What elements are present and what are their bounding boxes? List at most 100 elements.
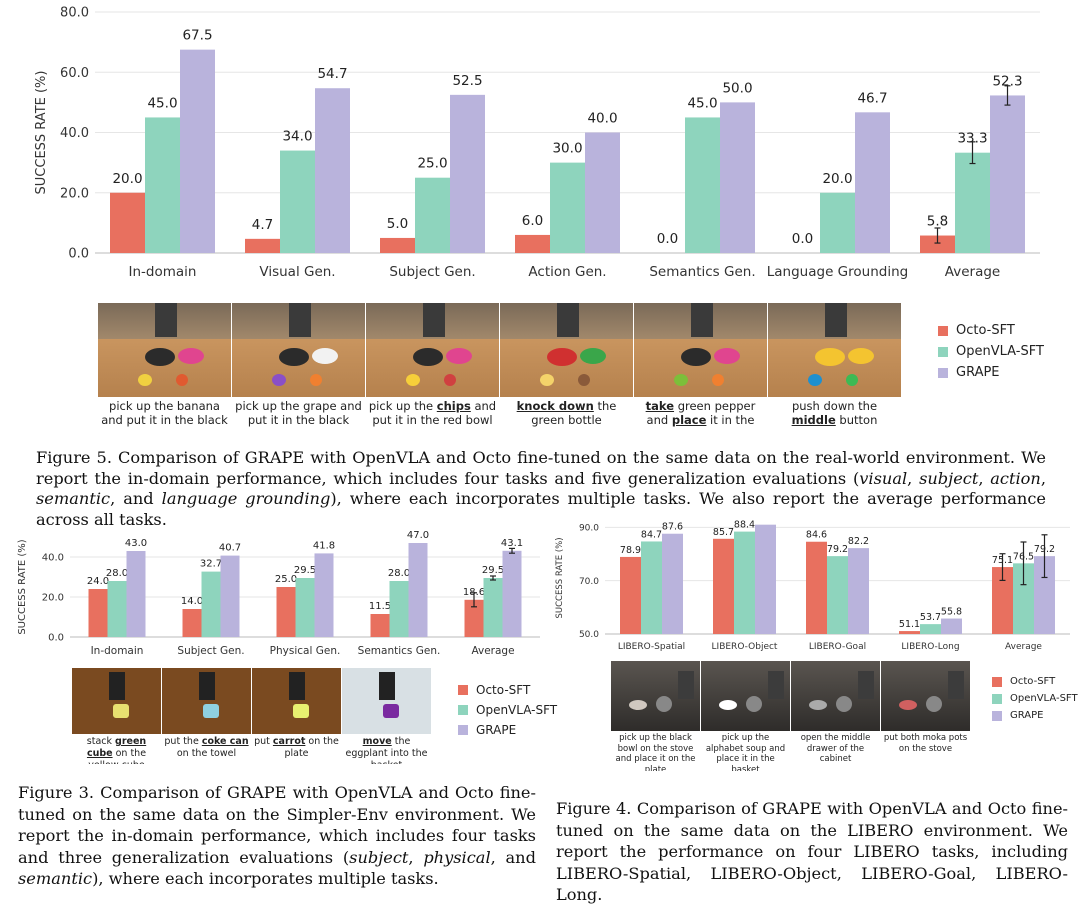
bar-value-label: 87.6 <box>662 522 683 533</box>
task-caption: put the coke can on the towel <box>162 734 251 760</box>
bar-value-label: 55.8 <box>941 607 962 618</box>
legend-swatch <box>938 325 948 336</box>
figure4-photo-strip: pick up the black bowl on the stove and … <box>611 661 971 771</box>
legend-label: GRAPE <box>956 365 1000 380</box>
figure4-legend: Octo-SFT OpenVLA-SFT GRAPE <box>992 676 1078 727</box>
task-caption: pick up the black bowl on the stove and … <box>611 731 700 771</box>
y-tick-label: 80.0 <box>60 6 89 21</box>
bar-value-label: 0.0 <box>657 231 678 247</box>
bar-openvla-sft <box>920 624 941 634</box>
bar-openvla-sft <box>280 150 315 253</box>
bar-value-label: 25.0 <box>417 156 447 172</box>
task-caption-text: pick up the banana and put it in the bla… <box>101 399 228 429</box>
bar-grape <box>755 524 776 634</box>
task-photo-panel: push down the middle button <box>768 303 902 429</box>
legend-label: OpenVLA-SFT <box>1010 693 1078 704</box>
x-tick-label: LIBERO-Spatial <box>618 642 685 652</box>
task-photo <box>768 303 901 397</box>
bar-value-label: 52.5 <box>452 73 482 89</box>
y-axis-label: SUCCESS RATE (%) <box>34 71 49 195</box>
bar-openvla-sft <box>145 117 180 253</box>
figure3-photo-strip: stack green cube on the yellow cubeput t… <box>72 668 434 764</box>
task-photo <box>252 668 341 734</box>
bar-grape <box>662 533 683 634</box>
bar-octo-sft <box>370 614 390 637</box>
legend-item: OpenVLA-SFT <box>938 344 1044 359</box>
bar-octo-sft <box>276 587 296 637</box>
y-tick-label: 20.0 <box>42 593 64 604</box>
task-caption-text: put both moka pots on the stove <box>883 733 968 754</box>
task-caption-keyword: green cube <box>86 736 147 759</box>
legend-label: OpenVLA-SFT <box>956 344 1044 359</box>
x-tick-label: Semantics Gen. <box>358 645 441 657</box>
task-caption: open the middle drawer of the cabinet <box>791 731 880 765</box>
legend-item: Octo-SFT <box>458 683 557 697</box>
task-caption-text: pick up the grape and put it in the blac… <box>235 399 362 429</box>
bar-value-label: 32.7 <box>200 559 222 570</box>
task-caption-keyword: knock down <box>516 399 594 413</box>
x-tick-label: Language Grounding <box>767 264 908 280</box>
x-tick-label: Subject Gen. <box>389 264 475 280</box>
legend-label: Octo-SFT <box>956 323 1015 338</box>
bar-value-label: 79.2 <box>827 544 848 555</box>
task-caption-keyword: place <box>671 413 707 428</box>
bar-octo-sft <box>713 538 734 634</box>
task-caption: move the eggplant into the basket <box>342 734 431 764</box>
x-tick-label: Action Gen. <box>528 264 606 280</box>
figure5-chart: 0.0 20.0 40.0 60.0 80.0 SUCCESS RATE (%) 20.0 4… <box>0 0 1080 290</box>
bar-openvla-sft <box>107 581 127 637</box>
legend-item: GRAPE <box>992 710 1078 721</box>
task-caption-text: on the plate <box>284 736 339 759</box>
task-caption-keyword: take <box>645 399 675 413</box>
task-caption: put carrot on the plate <box>252 734 341 760</box>
x-tick-label: Average <box>471 645 514 657</box>
task-caption-text: put <box>254 736 273 747</box>
bar-octo-sft <box>380 237 415 253</box>
legend-item: GRAPE <box>938 365 1044 380</box>
task-photo-panel: put carrot on the plate <box>252 668 342 764</box>
task-photo <box>611 661 700 731</box>
bar-value-label: 24.0 <box>87 576 109 587</box>
bar-openvla-sft <box>1013 563 1034 634</box>
figure5-legend: Octo-SFT OpenVLA-SFT GRAPE <box>938 323 1044 386</box>
y-tick-label: 20.0 <box>60 186 89 201</box>
task-caption-keyword: chips <box>436 399 471 413</box>
y-tick-label: 40.0 <box>60 126 89 141</box>
bar-value-label: 40.7 <box>219 543 241 554</box>
bar-openvla-sft <box>955 152 990 253</box>
task-photo <box>232 303 365 397</box>
bar-value-label: 52.3 <box>992 73 1022 89</box>
bar-openvla-sft <box>415 177 450 253</box>
figure5-chart-svg: 0.0 20.0 40.0 60.0 80.0 SUCCESS RATE (%) 20.0 4… <box>34 6 1040 280</box>
legend-swatch <box>992 693 1002 704</box>
bar-value-label: 11.5 <box>369 601 391 612</box>
figure5-caption: Figure 5. Comparison of GRAPE with OpenV… <box>36 448 1046 529</box>
y-tick-label: 60.0 <box>60 66 89 81</box>
figure4-chart-svg: 50.0 70.0 90.0 SUCCESS RATE (%) 78.984.787.6… <box>555 520 1070 652</box>
y-tick-label: 50.0 <box>579 630 599 640</box>
task-caption-text: the green bottle <box>531 399 617 428</box>
task-caption: pick up the banana and put it in the bla… <box>98 397 231 429</box>
bar-grape <box>408 543 428 637</box>
figure3-chart: 0.0 20.0 40.0 SUCCESS RATE (%) 24.0 28.0 43.0 I… <box>0 520 545 670</box>
bar-octo-sft <box>806 541 827 634</box>
bar-value-label: 67.5 <box>182 28 212 44</box>
bar-grape <box>941 618 962 634</box>
bar-grape <box>220 555 240 637</box>
bar-value-label: 14.0 <box>181 596 203 607</box>
task-photo <box>701 661 790 731</box>
bar-value-label: 28.0 <box>106 568 128 579</box>
task-photo <box>881 661 970 731</box>
bar-value-label: 5.0 <box>387 216 408 232</box>
task-photo-panel: pick up the black bowl on the stove and … <box>611 661 701 771</box>
x-tick-label: LIBERO-Object <box>712 642 778 652</box>
legend-label: GRAPE <box>476 723 517 737</box>
bar-grape <box>720 102 755 253</box>
bar-value-label: 0.0 <box>792 231 813 247</box>
bar-octo-sft <box>88 589 108 637</box>
bar-value-label: 20.0 <box>822 171 852 187</box>
task-caption-keyword: coke can <box>201 736 249 747</box>
legend-swatch <box>992 710 1002 721</box>
task-photo <box>634 303 767 397</box>
figure3-legend: Octo-SFT OpenVLA-SFT GRAPE <box>458 683 557 743</box>
